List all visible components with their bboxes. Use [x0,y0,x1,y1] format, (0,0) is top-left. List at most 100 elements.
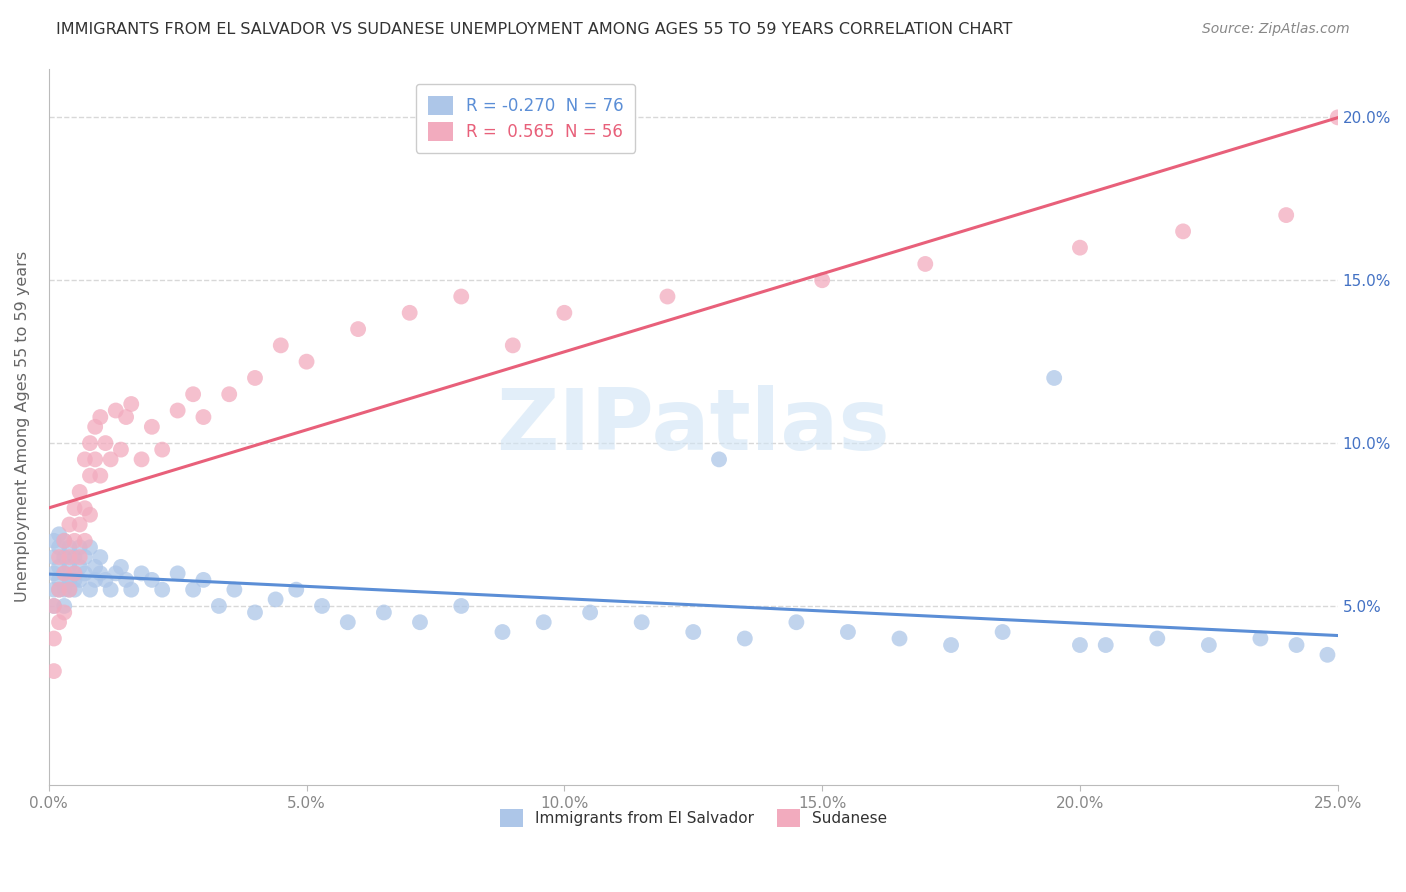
Point [53,533,76,548]
Point [115,573,138,587]
Point [264,592,287,607]
Point [94,436,117,450]
Point [53,550,76,565]
Point [53,582,76,597]
Point [84,573,107,587]
Point [270,338,292,352]
Point [63,550,86,565]
Point [84,559,107,574]
Point [1316,648,1339,662]
Point [553,306,575,320]
Point [42,632,65,646]
Point [42,599,65,613]
Point [73,566,96,581]
Point [48,527,70,541]
Point [1171,224,1194,238]
Point [1069,241,1091,255]
Point [42,550,65,565]
Point [58,582,80,597]
Point [79,541,101,555]
Text: ZIPatlas: ZIPatlas [496,385,890,468]
Point [79,582,101,597]
Point [58,559,80,574]
Point [53,599,76,613]
Point [48,550,70,565]
Point [53,606,76,620]
Point [94,573,117,587]
Point [63,501,86,516]
Point [110,559,132,574]
Point [84,419,107,434]
Point [150,582,173,597]
Point [42,582,65,597]
Point [1285,638,1308,652]
Y-axis label: Unemployment Among Ages 55 to 59 years: Unemployment Among Ages 55 to 59 years [15,252,30,602]
Point [89,468,111,483]
Point [42,599,65,613]
Point [69,559,91,574]
Point [48,573,70,587]
Point [939,638,962,652]
Point [63,566,86,581]
Point [79,508,101,522]
Point [785,615,807,630]
Point [373,606,395,620]
Point [285,582,308,597]
Point [837,625,859,640]
Point [491,625,513,640]
Point [63,566,86,581]
Point [811,273,834,287]
Point [141,573,163,587]
Point [104,566,127,581]
Point [120,582,142,597]
Point [42,533,65,548]
Point [991,625,1014,640]
Point [166,566,188,581]
Point [682,625,704,640]
Point [630,615,652,630]
Point [115,410,138,425]
Point [193,573,215,587]
Point [48,582,70,597]
Point [295,354,318,368]
Point [53,533,76,548]
Point [48,582,70,597]
Point [79,436,101,450]
Point [89,410,111,425]
Point [69,541,91,555]
Point [42,664,65,678]
Point [141,419,163,434]
Point [1069,638,1091,652]
Point [1043,371,1066,385]
Point [73,550,96,565]
Point [181,582,204,597]
Point [1198,638,1220,652]
Legend: Immigrants from El Salvador, Sudanese: Immigrants from El Salvador, Sudanese [492,802,894,835]
Point [84,452,107,467]
Point [53,566,76,581]
Point [63,573,86,587]
Point [120,397,142,411]
Point [63,533,86,548]
Point [398,306,420,320]
Point [734,632,756,646]
Point [110,442,132,457]
Point [193,410,215,425]
Point [1146,632,1168,646]
Point [58,517,80,532]
Point [89,566,111,581]
Point [100,452,122,467]
Point [69,485,91,500]
Point [166,403,188,417]
Point [579,606,602,620]
Point [131,452,153,467]
Point [89,550,111,565]
Point [69,573,91,587]
Point [889,632,911,646]
Point [69,550,91,565]
Point [58,541,80,555]
Text: Source: ZipAtlas.com: Source: ZipAtlas.com [1202,22,1350,37]
Point [150,442,173,457]
Point [42,566,65,581]
Point [48,615,70,630]
